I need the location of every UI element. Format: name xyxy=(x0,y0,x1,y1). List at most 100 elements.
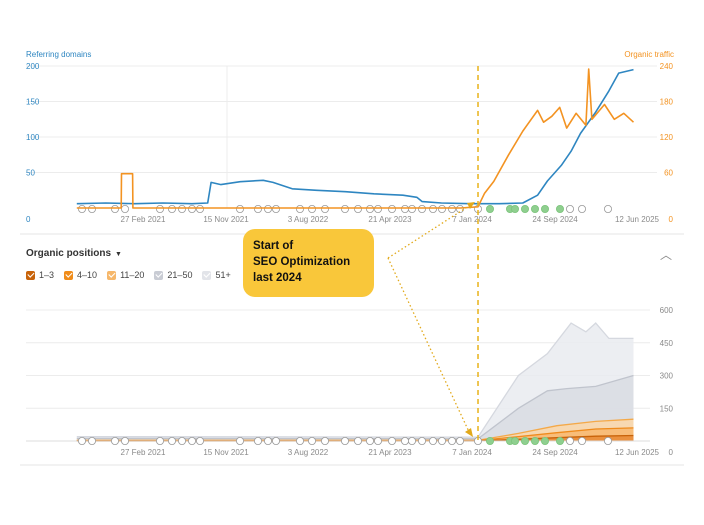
event-marker-icon xyxy=(271,204,280,213)
chevron-up-icon[interactable]: ︿ xyxy=(659,248,672,262)
left-y-tick: 50 xyxy=(26,169,35,178)
event-marker-icon xyxy=(455,436,464,445)
event-marker-icon xyxy=(428,436,437,445)
x-tick-label: 27 Feb 2021 xyxy=(121,215,166,224)
x-tick-label: 27 Feb 2021 xyxy=(121,448,166,457)
event-marker-icon xyxy=(353,204,362,213)
event-marker-icon xyxy=(295,436,304,445)
legend-label: 4–10 xyxy=(77,270,98,280)
left-y-tick: 200 xyxy=(26,62,40,71)
right-axis-title: Organic traffic xyxy=(624,50,674,59)
event-marker-icon xyxy=(578,436,587,445)
annotation-arrow-bottom xyxy=(387,257,471,435)
checkbox-icon xyxy=(26,270,35,280)
event-marker-icon xyxy=(437,204,446,213)
right-y-tick: 450 xyxy=(660,339,674,348)
legend-item-1-3[interactable]: 1–3 xyxy=(26,270,54,280)
event-marker-icon xyxy=(235,436,244,445)
event-marker-icon xyxy=(407,436,416,445)
event-marker-icon xyxy=(253,204,262,213)
event-marker-icon xyxy=(295,204,304,213)
event-marker-icon xyxy=(155,204,164,213)
event-marker-icon xyxy=(510,204,519,213)
event-marker-icon xyxy=(373,436,382,445)
event-marker-icon xyxy=(447,204,456,213)
x-tick-label: 21 Apr 2023 xyxy=(368,448,412,457)
organic-positions-toggle[interactable]: Organic positions ▼ xyxy=(26,248,122,259)
x-tick-label: 12 Jun 2025 xyxy=(615,215,660,224)
event-marker-icon xyxy=(121,204,130,213)
x-tick-label: 3 Aug 2022 xyxy=(288,215,329,224)
event-marker-icon xyxy=(167,436,176,445)
legend-label: 1–3 xyxy=(39,270,55,280)
event-marker-icon xyxy=(521,204,530,213)
event-marker-icon xyxy=(365,436,374,445)
event-marker-icon xyxy=(320,436,329,445)
event-marker-icon xyxy=(387,436,396,445)
bottom-chart: 0 150 300 450 600 27 Feb 2021 15 Nov 2021 3 Aug… xyxy=(26,306,674,457)
event-marker-icon xyxy=(417,204,426,213)
event-marker-icon xyxy=(566,436,575,445)
legend-item-51-plus[interactable]: 51+ xyxy=(202,270,231,280)
x-tick-label: 15 Nov 2021 xyxy=(203,215,249,224)
legend-item-11-20[interactable]: 11–20 xyxy=(107,270,144,280)
event-marker-icon xyxy=(78,436,87,445)
event-marker-icon xyxy=(340,436,349,445)
event-marker-icon xyxy=(485,204,494,213)
event-marker-icon xyxy=(531,204,540,213)
area-1-3 xyxy=(76,435,634,441)
seo-annotation-callout: Start of SEO Optimization last 2024 xyxy=(243,229,374,297)
x-tick-label: 21 Apr 2023 xyxy=(368,215,412,224)
event-marker-icon xyxy=(510,436,519,445)
event-marker-icon xyxy=(187,436,196,445)
event-marker-icon xyxy=(320,204,329,213)
checkbox-icon xyxy=(64,270,74,280)
x-tick-label: 7 Jan 2024 xyxy=(452,215,492,224)
event-marker-icon xyxy=(455,204,464,213)
event-marker-icon xyxy=(235,204,244,213)
x-tick-label: 3 Aug 2022 xyxy=(288,448,329,457)
right-y-tick: 180 xyxy=(660,98,674,107)
organic-positions-title: Organic positions xyxy=(26,248,112,259)
right-y-tick: 240 xyxy=(660,62,674,71)
right-y-tick: 600 xyxy=(660,306,674,315)
left-y-tick: 100 xyxy=(26,133,40,142)
event-marker-icon xyxy=(340,204,349,213)
event-marker-icon xyxy=(407,204,416,213)
event-marker-icon xyxy=(195,436,204,445)
event-marker-icon xyxy=(417,436,426,445)
checkbox-icon xyxy=(202,270,212,280)
annotation-line: SEO Optimization xyxy=(253,256,351,268)
event-marker-icon xyxy=(531,436,540,445)
legend-label: 21–50 xyxy=(167,270,193,280)
area-line xyxy=(76,322,634,438)
arrow-head-icon xyxy=(465,428,474,437)
event-marker-icon xyxy=(541,436,550,445)
event-marker-icon xyxy=(78,204,87,213)
x-tick-label: 12 Jun 2025 xyxy=(615,448,660,457)
event-marker-icon xyxy=(187,204,196,213)
legend-label: 11–20 xyxy=(120,270,145,280)
event-marker-icon xyxy=(541,204,550,213)
legend-item-4-10[interactable]: 4–10 xyxy=(64,270,97,280)
legend-label: 51+ xyxy=(215,270,231,280)
right-y-tick: 120 xyxy=(660,133,674,142)
event-marker-icon xyxy=(253,436,262,445)
referring-domains-line xyxy=(76,68,634,205)
right-y-tick: 0 xyxy=(669,215,674,224)
event-marker-icon xyxy=(400,436,409,445)
left-y-tick: 0 xyxy=(26,215,31,224)
legend-item-21-50[interactable]: 21–50 xyxy=(154,270,192,280)
event-marker-icon xyxy=(195,204,204,213)
event-marker-icon xyxy=(365,204,374,213)
event-marker-icon xyxy=(578,204,587,213)
event-marker-icon xyxy=(428,204,437,213)
left-axis-title: Referring domains xyxy=(26,50,92,59)
positions-legend: 1–3 4–10 11–20 21–50 51+ xyxy=(26,270,231,280)
event-marker-icon xyxy=(167,204,176,213)
event-marker-icon xyxy=(111,204,120,213)
event-marker-icon xyxy=(307,204,316,213)
annotation-line: last 2024 xyxy=(253,272,302,284)
event-marker-icon xyxy=(111,436,120,445)
